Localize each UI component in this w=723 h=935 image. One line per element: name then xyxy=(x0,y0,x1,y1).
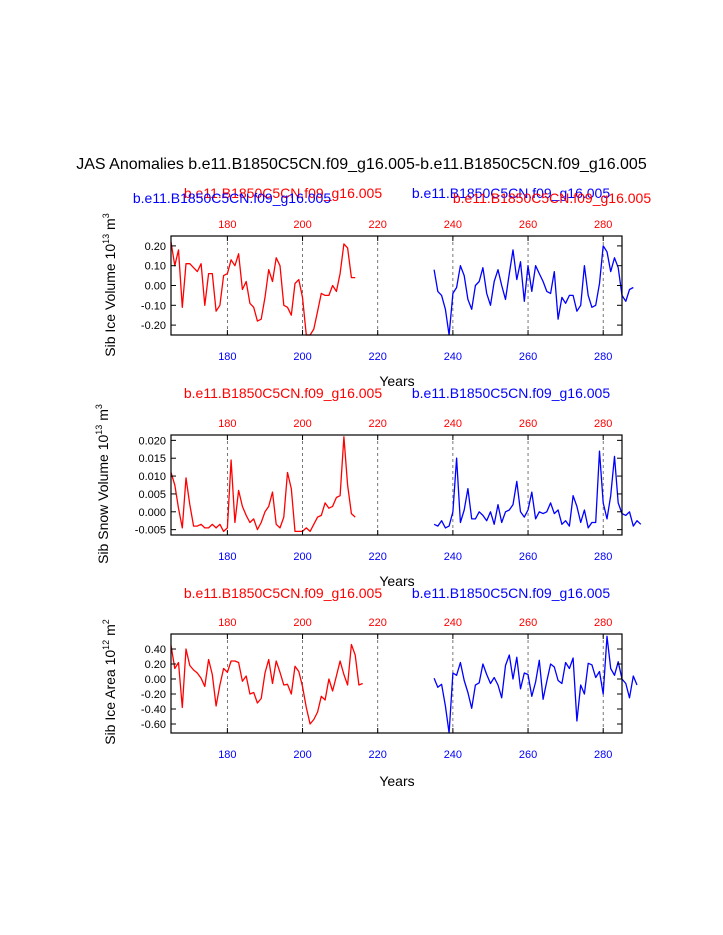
plot-area: -0.005 0.000 0.005 0.010 0.015 0.020 180 180 200… xyxy=(135,418,642,563)
x-tick-label-top: 240 xyxy=(444,617,462,629)
x-tick-label-top: 240 xyxy=(444,219,462,231)
plot-area: -0.60 -0.40 -0.20 0.00 0.20 0.40 180 180 200 200 2… xyxy=(141,617,638,761)
x-tick-label-top: 260 xyxy=(519,617,537,629)
ylabel-text: Sib Ice Area 10 xyxy=(102,650,118,745)
plot-frame xyxy=(170,633,623,734)
x-tick-label-bottom: 180 xyxy=(218,351,236,363)
panel-blue-label: b.e11.B1850C5CN.f09_g16.005 xyxy=(412,385,610,401)
y-tick-label: -0.10 xyxy=(141,300,166,312)
panel-y-axis-label: Sib Ice Area 1012 m2 xyxy=(101,619,118,745)
series-line-blue xyxy=(433,635,638,734)
x-tick-label-top: 180 xyxy=(218,219,236,231)
x-tick-label-bottom: 240 xyxy=(444,749,462,761)
x-tick-label-top: 280 xyxy=(594,219,612,231)
x-tick-label-top: 280 xyxy=(594,418,612,430)
y-tick-label: 0.005 xyxy=(138,489,166,501)
panel-red-label: b.e11.B1850C5CN.f09_g16.005 xyxy=(184,585,382,601)
y-tick-label: 0.020 xyxy=(138,435,166,447)
ylabel-unit-exponent: 3 xyxy=(101,213,111,218)
x-tick-label-top: 280 xyxy=(594,617,612,629)
series-line-blue xyxy=(433,450,642,529)
x-tick-label-top: 220 xyxy=(369,617,387,629)
x-tick-label-bottom: 200 xyxy=(293,351,311,363)
y-tick-label: 0.10 xyxy=(145,261,166,273)
y-tick-label: 0.00 xyxy=(145,674,166,686)
y-tick-label: 0.20 xyxy=(145,659,166,671)
series-line-blue xyxy=(433,245,634,336)
y-tick-label: 0.015 xyxy=(138,453,166,465)
panel-x-axis-label: Years xyxy=(379,773,414,789)
panel-red-label-secondary: b.e11.B1850C5CN.f09_g16.005 xyxy=(453,190,651,206)
y-tick-label: -0.20 xyxy=(141,320,166,332)
x-tick-label-top: 180 xyxy=(218,418,236,430)
y-tick-label: -0.20 xyxy=(141,689,166,701)
page-title: JAS Anomalies b.e11.B1850C5CN.f09_g16.00… xyxy=(76,156,647,173)
x-tick-label-bottom: 180 xyxy=(218,551,236,563)
ylabel-text: Sib Snow Volume 10 xyxy=(95,434,111,563)
x-tick-label-bottom: 200 xyxy=(293,551,311,563)
ylabel-exponent: 12 xyxy=(101,640,111,650)
x-tick-label-bottom: 200 xyxy=(293,749,311,761)
y-tick-label: 0.00 xyxy=(145,281,166,293)
panel-blue-label-secondary: b.e11.B1850C5CN.f09_g16.005 xyxy=(133,190,331,206)
panel-y-axis-label: Sib Snow Volume 1013 m3 xyxy=(94,404,111,564)
y-tick-label: 0.010 xyxy=(138,471,166,483)
x-tick-label-top: 200 xyxy=(293,418,311,430)
x-tick-label-top: 260 xyxy=(519,219,537,231)
plot-frame xyxy=(170,235,623,336)
panel-snow-volume: b.e11.B1850C5CN.f09_g16.005 b.e11.B1850C… xyxy=(94,385,642,589)
series-line-red xyxy=(170,643,363,725)
x-tick-label-bottom: 280 xyxy=(594,351,612,363)
plot-frame xyxy=(170,434,623,536)
y-tick-label: -0.005 xyxy=(135,525,166,537)
x-tick-label-top: 200 xyxy=(293,219,311,231)
ylabel-unit: m xyxy=(95,409,111,425)
ylabel-unit: m xyxy=(102,218,118,234)
x-tick-label-bottom: 240 xyxy=(444,551,462,563)
x-tick-label-bottom: 240 xyxy=(444,351,462,363)
x-tick-label-bottom: 220 xyxy=(369,551,387,563)
plot-area: -0.20 -0.10 0.00 0.10 0.20 180 180 200 200 220 220… xyxy=(141,219,634,363)
y-tick-label: 0.40 xyxy=(145,644,166,656)
panel-blue-label: b.e11.B1850C5CN.f09_g16.005 xyxy=(412,585,610,601)
x-tick-label-bottom: 280 xyxy=(594,749,612,761)
panel-ice-volume: b.e11.B1850C5CN.f09_g16.005 b.e11.B1850C… xyxy=(101,185,651,389)
x-tick-label-bottom: 180 xyxy=(218,749,236,761)
ylabel-unit-exponent: 3 xyxy=(94,404,104,409)
ylabel-unit: m xyxy=(102,624,118,640)
x-tick-label-bottom: 260 xyxy=(519,551,537,563)
x-tick-label-top: 220 xyxy=(369,418,387,430)
x-tick-label-bottom: 220 xyxy=(369,351,387,363)
ylabel-exponent: 13 xyxy=(94,425,104,435)
ylabel-unit-exponent: 2 xyxy=(101,619,111,624)
ylabel-exponent: 13 xyxy=(101,234,111,244)
ylabel-text: Sib Ice Volume 10 xyxy=(102,244,118,357)
series-line-red xyxy=(170,436,356,533)
panel-y-axis-label: Sib Ice Volume 1013 m3 xyxy=(101,213,118,356)
panel-blue-label: b.e11.B1850C5CN.f09_g16.005 xyxy=(412,185,610,201)
x-tick-label-top: 240 xyxy=(444,418,462,430)
x-tick-label-bottom: 280 xyxy=(594,551,612,563)
x-tick-label-top: 260 xyxy=(519,418,537,430)
x-tick-label-bottom: 260 xyxy=(519,749,537,761)
panel-red-label: b.e11.B1850C5CN.f09_g16.005 xyxy=(184,185,382,201)
y-tick-label: 0.20 xyxy=(145,241,166,253)
x-tick-label-bottom: 220 xyxy=(369,749,387,761)
x-tick-label-top: 220 xyxy=(369,219,387,231)
x-tick-label-top: 180 xyxy=(218,617,236,629)
panel-red-label: b.e11.B1850C5CN.f09_g16.005 xyxy=(184,385,382,401)
panel-x-axis-label: Years xyxy=(379,373,414,389)
panel-ice-area: b.e11.B1850C5CN.f09_g16.005 b.e11.B1850C… xyxy=(101,585,638,789)
panel-x-axis-label: Years xyxy=(379,573,414,589)
y-tick-label: -0.60 xyxy=(141,719,166,731)
x-tick-label-bottom: 260 xyxy=(519,351,537,363)
x-tick-label-top: 200 xyxy=(293,617,311,629)
series-line-red xyxy=(170,241,356,336)
y-tick-label: 0.000 xyxy=(138,507,166,519)
y-tick-label: -0.40 xyxy=(141,704,166,716)
